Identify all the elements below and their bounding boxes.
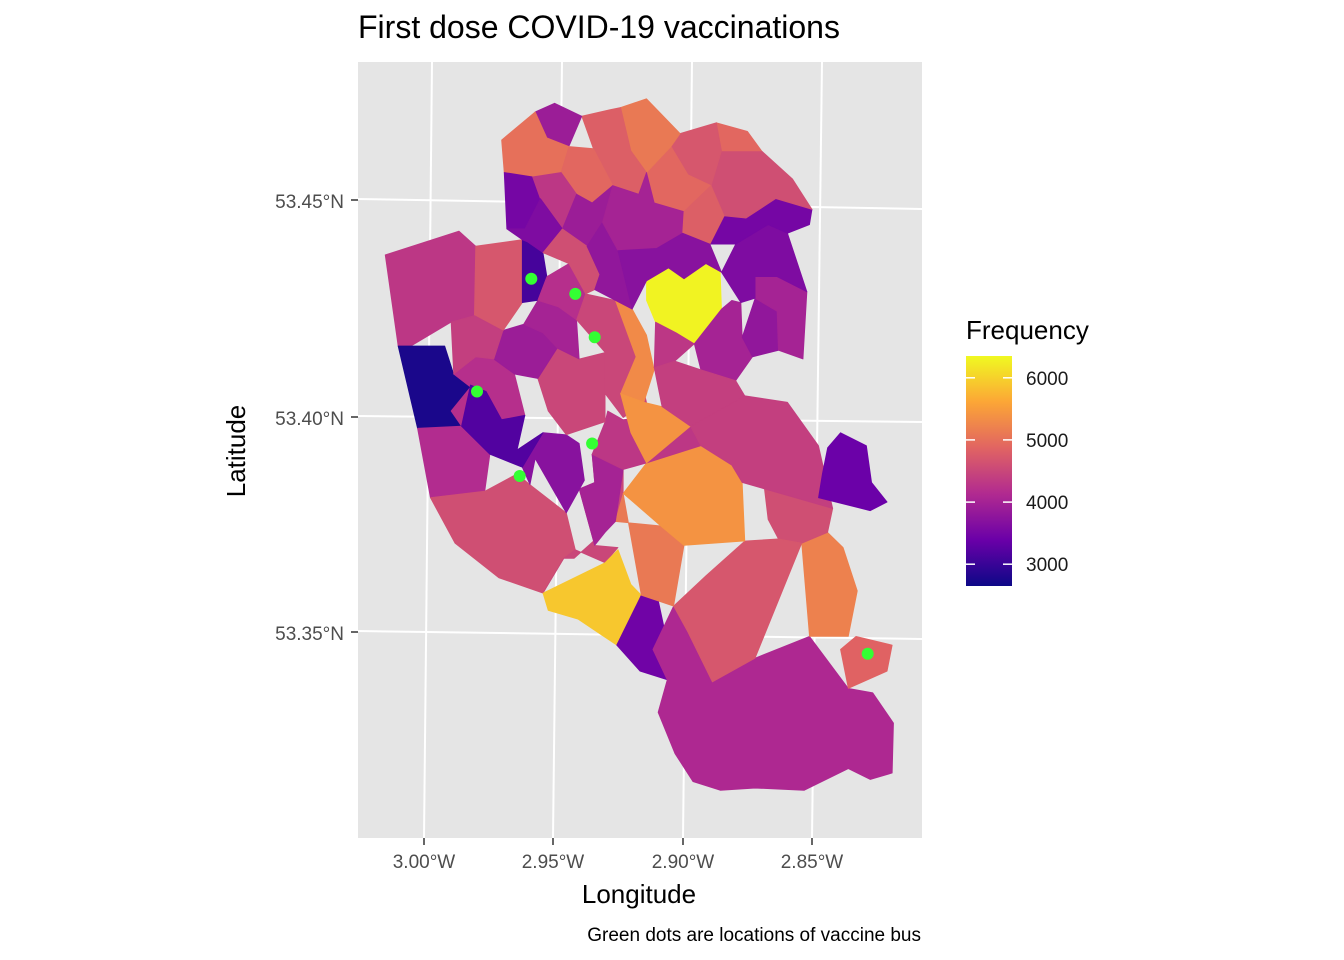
map-region-r56 [617, 232, 722, 310]
legend-tick-label: 3000 [1026, 555, 1068, 576]
map-region-r25 [473, 239, 523, 332]
y-axis: 53.45°N 53.40°N 53.35°N [275, 192, 358, 645]
x-tick-label: 2.85°W [781, 852, 844, 873]
chart-title: First dose COVID-19 vaccinations [358, 9, 840, 45]
map-region-r57 [653, 360, 746, 427]
legend-colorbar [966, 356, 1012, 586]
legend-tick-label: 5000 [1026, 431, 1068, 452]
legend-ticks: 3000 4000 5000 6000 [966, 369, 1068, 576]
x-axis: 3.00°W 2.95°W 2.90°W 2.85°W [393, 838, 844, 873]
map-region-r30 [615, 299, 655, 403]
vaccine-bus-point [525, 272, 538, 285]
y-tick-label: 53.45°N [275, 192, 344, 213]
vaccine-bus-layer [471, 272, 874, 660]
vaccine-bus-point [471, 385, 483, 398]
vaccine-bus-point [586, 437, 599, 450]
vaccine-bus-point [569, 287, 582, 300]
map-region-r09 [840, 636, 893, 689]
vaccine-bus-point [861, 647, 874, 660]
legend: Frequency 3000 4000 5000 6000 [966, 315, 1089, 586]
legend-title: Frequency [966, 315, 1089, 345]
regions-layer [384, 98, 894, 791]
map-region-r55 [682, 185, 725, 245]
caption: Green dots are locations of vaccine bus [587, 925, 921, 946]
y-tick-label: 53.40°N [275, 409, 344, 430]
legend-tick-label: 4000 [1026, 493, 1068, 514]
map-region-r15 [578, 453, 624, 546]
map-region-r33 [653, 321, 695, 369]
map-region-r21 [461, 384, 544, 468]
y-axis-title: Latitude [221, 405, 251, 498]
vaccine-bus-point [513, 470, 526, 482]
x-axis-title: Longitude [582, 879, 696, 909]
x-tick-label: 2.95°W [522, 852, 585, 873]
map-region-r26 [450, 315, 504, 375]
legend-tick-label: 6000 [1026, 369, 1068, 390]
x-tick-label: 3.00°W [393, 852, 456, 873]
vaccine-bus-point [588, 331, 601, 344]
y-tick-label: 53.35°N [275, 624, 344, 645]
x-tick-label: 2.90°W [652, 852, 715, 873]
map-region-r19 [818, 432, 888, 512]
